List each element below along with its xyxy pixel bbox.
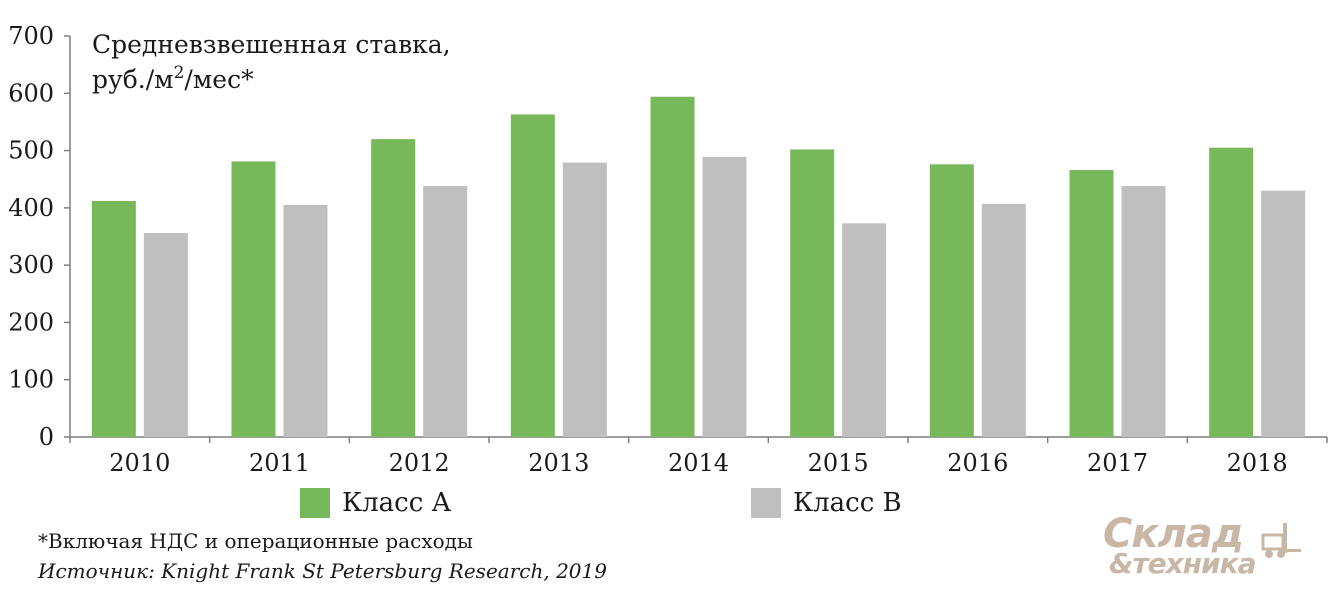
bar-class-a-2013 <box>510 114 555 437</box>
y-tick-label: 200 <box>8 308 54 336</box>
x-tick-label: 2015 <box>808 449 869 477</box>
bar-class-b-2018 <box>1261 190 1306 437</box>
logo: Склад &техника <box>1103 511 1313 583</box>
bar-class-b-2015 <box>842 223 887 437</box>
bars <box>91 96 1306 438</box>
x-tick-label: 2013 <box>528 449 589 477</box>
bar-class-a-2010 <box>91 200 136 437</box>
bar-class-b-2016 <box>981 203 1026 437</box>
bar-class-a-2014 <box>650 96 695 438</box>
legend-item-class-b: Класс В <box>751 488 902 518</box>
y-tick-label: 400 <box>8 194 54 222</box>
footnote: *Включая НДС и операционные расходы <box>38 529 473 553</box>
y-axis-label-line1: Средневзвешенная ставка, <box>92 30 451 59</box>
legend-swatch-class-b <box>751 488 781 518</box>
bar-class-b-2010 <box>143 233 188 437</box>
x-axis: 2010 2011 2012 2013 2014 2015 2016 2017 2018 <box>69 436 1328 477</box>
y-axis-label-line2: руб./м2/мес* <box>92 63 254 94</box>
bar-class-a-2012 <box>371 139 416 437</box>
y-tick-label: 0 <box>39 423 54 451</box>
x-tick-label: 2010 <box>109 449 170 477</box>
y-tick-label: 100 <box>8 366 54 394</box>
y-tick-label: 500 <box>8 137 54 165</box>
y-tick-label: 700 <box>8 22 54 50</box>
x-tick-label: 2011 <box>249 449 310 477</box>
x-tick-label: 2018 <box>1227 449 1288 477</box>
x-tick-label: 2017 <box>1087 449 1148 477</box>
bar-class-b-2017 <box>1121 186 1166 437</box>
bar-class-b-2014 <box>702 156 747 437</box>
x-tick-label: 2016 <box>947 449 1008 477</box>
bar-class-a-2016 <box>929 164 974 437</box>
bar-class-a-2011 <box>231 161 276 437</box>
logo-word-sklad: Склад <box>1103 511 1244 557</box>
y-tick-label: 300 <box>8 251 54 279</box>
legend-label-class-a: Класс А <box>342 488 452 518</box>
x-tick-label: 2014 <box>668 449 729 477</box>
y-axis: 0 100 200 300 400 500 600 700 <box>8 22 71 451</box>
bar-class-a-2017 <box>1069 170 1114 437</box>
forklift-icon <box>1261 523 1301 558</box>
y-tick-label: 600 <box>8 79 54 107</box>
logo-word-tehnika: &техника <box>1109 547 1257 580</box>
source-note: Источник: Knight Frank St Petersburg Res… <box>38 559 607 583</box>
bar-class-a-2015 <box>790 149 835 437</box>
legend: Класс А Класс В <box>0 488 1333 532</box>
x-tick-label: 2012 <box>389 449 450 477</box>
legend-item-class-a: Класс А <box>300 488 451 518</box>
bar-class-b-2011 <box>283 204 328 437</box>
bar-class-b-2013 <box>562 162 607 437</box>
legend-label-class-b: Класс В <box>793 488 902 518</box>
bar-class-a-2018 <box>1209 147 1254 437</box>
legend-swatch-class-a <box>300 488 330 518</box>
bar-class-b-2012 <box>423 186 468 437</box>
